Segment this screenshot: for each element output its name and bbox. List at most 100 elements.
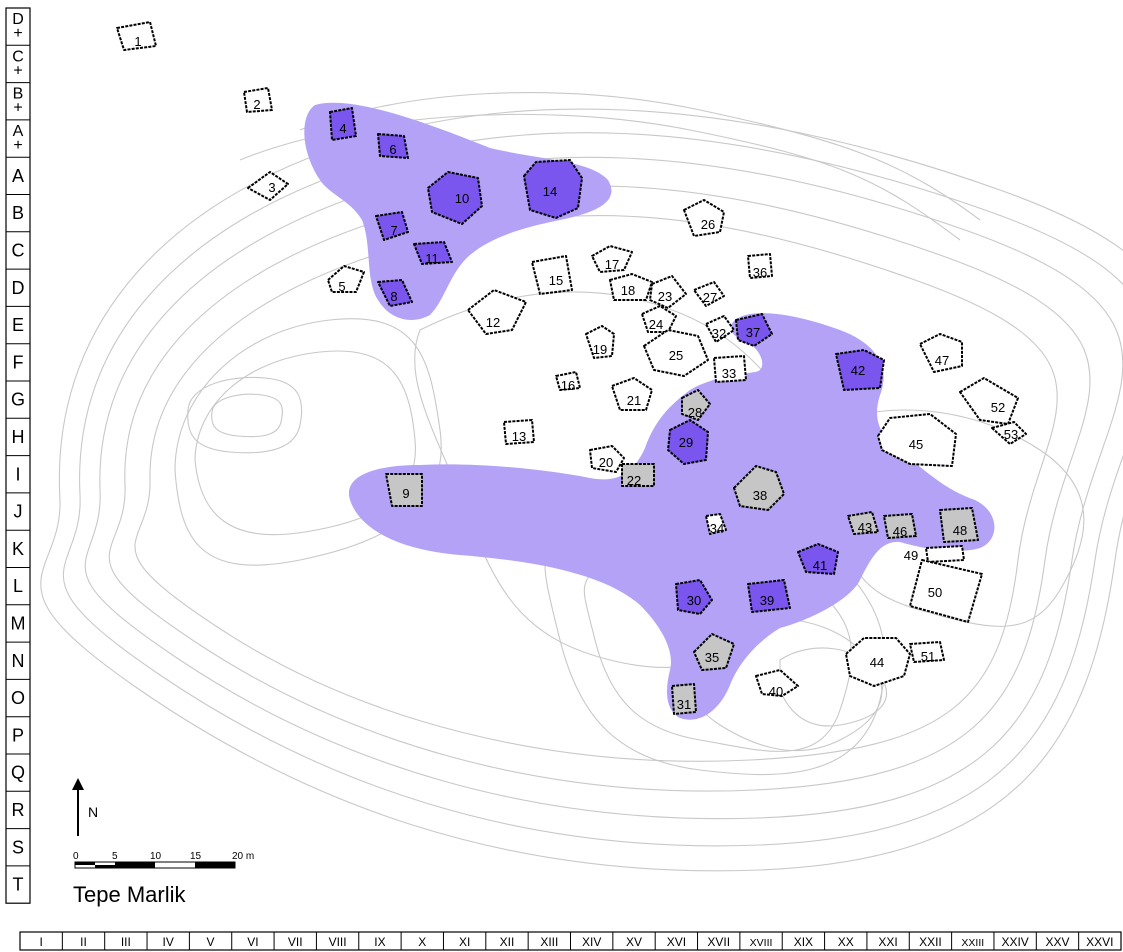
col-label-XII: XII	[500, 935, 515, 949]
tomb-label-10: 10	[455, 191, 469, 206]
tomb-label-6: 6	[389, 142, 396, 157]
tomb-label-33: 33	[722, 366, 736, 381]
tomb-44	[845, 637, 911, 687]
tomb-14	[523, 159, 583, 219]
tomb-10	[427, 171, 483, 225]
tomb-label-36: 36	[753, 265, 767, 280]
tomb-48	[939, 507, 979, 543]
row-label-C: C	[12, 240, 25, 260]
row-label-J: J	[14, 502, 23, 522]
col-label-XVIII: XVIII	[750, 937, 773, 949]
tomb-50	[909, 559, 983, 623]
tomb-label-51: 51	[921, 649, 935, 664]
tomb-46	[883, 513, 917, 539]
scale-tick-10: 10	[150, 851, 162, 862]
tomb-label-28: 28	[688, 405, 702, 420]
tomb-label-35: 35	[705, 650, 719, 665]
tomb-8	[377, 279, 413, 307]
tomb-label-44: 44	[870, 655, 884, 670]
tomb-31	[671, 683, 697, 715]
scale-tick-5: 5	[112, 851, 118, 862]
tomb-label-32: 32	[712, 326, 726, 341]
tomb-13	[503, 419, 535, 445]
tomb-label-52: 52	[991, 400, 1005, 415]
tomb-label-43: 43	[858, 520, 872, 535]
row-label-M: M	[11, 613, 26, 633]
row-label-P: P	[12, 725, 24, 745]
col-label-VII: VII	[288, 935, 303, 949]
tomb-label-8: 8	[390, 289, 397, 304]
col-label-XIII: XIII	[540, 935, 558, 949]
col-label-XVI: XVI	[667, 935, 686, 949]
row-label-Q: Q	[11, 763, 25, 783]
tomb-label-46: 46	[893, 524, 907, 539]
tomb-20	[589, 445, 625, 473]
row-label-H: H	[12, 427, 25, 447]
tomb-label-9: 9	[402, 486, 409, 501]
tomb-label-18: 18	[621, 283, 635, 298]
tomb-labels: 1234567891011121314151617181920212223242…	[134, 34, 1018, 712]
row-label-K: K	[12, 539, 24, 559]
tomb-27	[693, 281, 725, 307]
tomb-52	[959, 377, 1019, 425]
tomb-34	[705, 513, 727, 535]
col-label-V: V	[207, 935, 215, 949]
col-label-XXIV: XXIV	[1001, 935, 1028, 949]
tomb-3	[247, 171, 289, 201]
tomb-49	[925, 545, 965, 563]
tomb-label-11: 11	[425, 251, 439, 266]
tomb-label-16: 16	[561, 378, 575, 393]
row-label-I: I	[15, 464, 20, 484]
row-label-G: G	[11, 390, 25, 410]
tomb-label-5: 5	[338, 279, 345, 294]
tomb-15	[531, 255, 573, 295]
col-label-XIX: XIX	[794, 935, 813, 949]
col-label-IV: IV	[163, 935, 174, 949]
tomb-7	[375, 211, 409, 241]
col-label-VIII: VIII	[329, 935, 347, 949]
map-title: Tepe Marlik	[73, 882, 186, 907]
tomb-37	[735, 313, 773, 347]
row-label-O: O	[11, 688, 25, 708]
tomb-label-21: 21	[627, 393, 641, 408]
tomb-12	[467, 289, 527, 335]
tomb-label-45: 45	[909, 437, 923, 452]
south-zone	[348, 313, 995, 720]
tomb-label-13: 13	[512, 429, 526, 444]
row-label-Dplus: D +	[12, 11, 24, 42]
tomb-35	[693, 633, 735, 671]
tomb-label-19: 19	[593, 342, 607, 357]
col-label-XV: XV	[626, 935, 642, 949]
row-label-S: S	[12, 837, 24, 857]
tomb-label-38: 38	[753, 488, 767, 503]
row-label-T: T	[13, 875, 24, 895]
scale-tick-0: 0	[73, 851, 79, 862]
row-label-N: N	[12, 651, 25, 671]
tomb-label-53: 53	[1004, 427, 1018, 442]
tomb-41	[797, 543, 839, 575]
tomb-45	[877, 413, 957, 467]
col-label-XVII: XVII	[707, 935, 730, 949]
col-label-XXIII: XXIII	[961, 937, 984, 949]
col-label-X: X	[418, 935, 426, 949]
tomb-29	[667, 419, 709, 465]
tombs	[116, 21, 1027, 715]
tomb-label-29: 29	[679, 435, 693, 450]
tomb-26	[683, 199, 725, 237]
col-label-XXII: XXII	[919, 935, 942, 949]
col-label-III: III	[121, 935, 131, 949]
tomb-label-20: 20	[599, 455, 613, 470]
tomb-label-50: 50	[928, 585, 942, 600]
tomb-label-1: 1	[134, 34, 141, 49]
col-label-XIV: XIV	[582, 935, 601, 949]
tomb-label-25: 25	[669, 348, 683, 363]
north-label: N	[88, 804, 98, 820]
col-label-XXI: XXI	[878, 935, 897, 949]
tomb-18	[609, 273, 653, 301]
tomb-label-23: 23	[658, 289, 672, 304]
tomb-53	[991, 421, 1027, 445]
col-axis: I II III IV V VI VII VIII IX X XI XII XIII XIV XV XVI XV…	[19, 931, 1122, 951]
col-label-I: I	[40, 935, 43, 949]
